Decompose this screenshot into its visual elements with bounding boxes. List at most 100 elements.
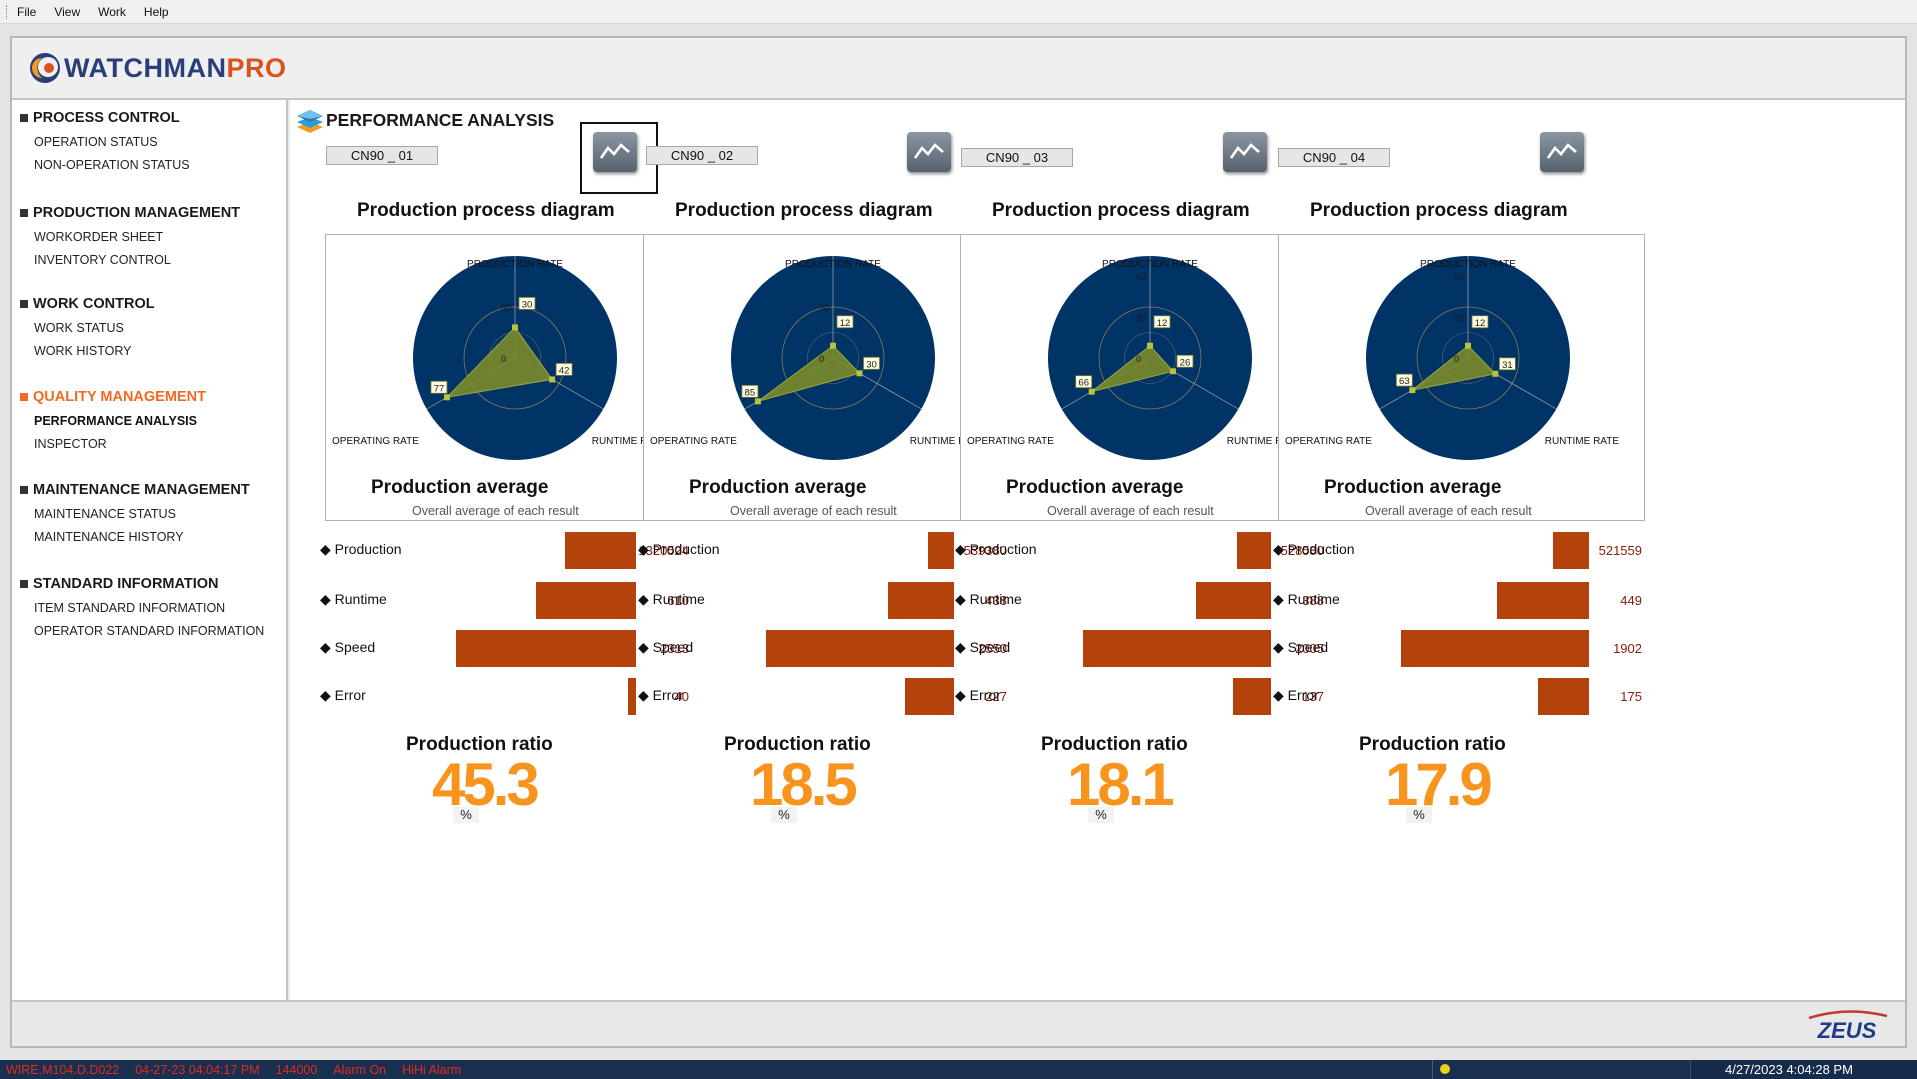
ratio-title: Production ratio — [724, 734, 871, 755]
metric-bar — [905, 678, 954, 715]
metric-bar — [766, 630, 954, 667]
diagram-title: Production process diagram — [1310, 200, 1568, 221]
nav-section-4[interactable]: MAINTENANCE MANAGEMENT — [20, 482, 250, 498]
metric-label: ◆ Error — [320, 687, 366, 703]
radar-data-label: 12 — [840, 318, 851, 329]
metric-bar — [1401, 630, 1589, 667]
radar-axis-label: PRODUCTION RATE — [1420, 259, 1516, 270]
metric-value: 528580 — [1280, 543, 1324, 558]
diagram-title: Production process diagram — [992, 200, 1250, 221]
logo-accent: PRO — [226, 52, 287, 83]
radar-ring-label: 50 — [819, 303, 829, 313]
radar-data-label-box — [1075, 375, 1093, 389]
main-frame: WATCHMANPRO PROCESS CONTROL OPERATION STA… — [10, 36, 1907, 1048]
machine-label[interactable]: CN90 _ 01 — [326, 146, 438, 165]
radar-data-label: 85 — [745, 387, 756, 398]
metric-name: Runtime — [334, 591, 387, 607]
metric-name: Error — [1287, 687, 1319, 703]
metric-value: 388 — [1302, 593, 1324, 608]
metric-value: 521559 — [1598, 543, 1642, 558]
metric-label: ◆ Runtime — [638, 591, 705, 607]
nav-item-5-1[interactable]: OPERATOR STANDARD INFORMATION — [34, 624, 265, 638]
status-clock: 4/27/2023 4:04:28 PM — [1690, 1060, 1917, 1079]
menu-view[interactable]: View — [54, 4, 81, 19]
radar-point — [856, 370, 863, 377]
metric-name: Error — [652, 687, 684, 703]
sidebar-nav: PROCESS CONTROL OPERATION STATUS NON-OPERA… — [12, 100, 288, 1000]
metric-name: Runtime — [652, 591, 705, 607]
radar-axis-label: PRODUCTION RATE — [467, 259, 563, 270]
radar-ring-label: 60 — [1454, 272, 1464, 282]
nav-section-5[interactable]: STANDARD INFORMATION — [20, 576, 219, 592]
average-title: Production average — [1006, 477, 1184, 498]
metric-bar — [628, 678, 636, 715]
trend-chart-button[interactable] — [1540, 132, 1584, 172]
nav-item-3-1[interactable]: INSPECTOR — [34, 437, 107, 451]
ratio-title: Production ratio — [1359, 734, 1506, 755]
nav-item-0-0[interactable]: OPERATION STATUS — [34, 135, 158, 149]
metric-bar — [1553, 532, 1589, 569]
machine-label[interactable]: CN90 _ 04 — [1278, 148, 1390, 167]
app-logo: WATCHMANPRO — [28, 51, 286, 85]
trend-chart-button[interactable] — [1223, 132, 1267, 172]
radar-axis-label: OPERATING RATE — [650, 436, 737, 447]
nav-item-2-0[interactable]: WORK STATUS — [34, 321, 124, 335]
trend-line-icon — [1546, 143, 1577, 159]
app-header: WATCHMANPRO — [12, 38, 1905, 100]
nav-section-0[interactable]: PROCESS CONTROL — [20, 110, 180, 126]
radar-axis-label: RUNTIME RATE — [1545, 436, 1620, 447]
metric-bar — [1538, 678, 1589, 715]
radar-ring-label: 0 — [1454, 354, 1459, 364]
radar-axis-label: OPERATING RATE — [967, 436, 1054, 447]
metric-label: ◆ Runtime — [1273, 591, 1340, 607]
nav-section-3[interactable]: QUALITY MANAGEMENT — [20, 389, 206, 405]
metric-bar — [1083, 630, 1271, 667]
average-title: Production average — [371, 477, 549, 498]
status-alarm-level: HiHi Alarm — [402, 1062, 462, 1077]
nav-section-1[interactable]: PRODUCTION MANAGEMENT — [20, 205, 240, 221]
radar-axis-label: OPERATING RATE — [1285, 436, 1372, 447]
main-content: PERFORMANCE ANALYSIS CN90 _ 01 Production… — [290, 100, 1905, 1000]
nav-bullet-icon — [20, 114, 28, 122]
radar-data-label: 26 — [1180, 357, 1191, 368]
metric-label: ◆ Error — [1273, 687, 1319, 703]
menu-help[interactable]: Help — [143, 4, 169, 19]
nav-item-1-1[interactable]: INVENTORY CONTROL — [34, 253, 171, 267]
metric-value: 137 — [1302, 689, 1324, 704]
metric-bar — [888, 582, 954, 619]
nav-bullet-icon — [20, 300, 28, 308]
metric-label: ◆ Speed — [638, 639, 694, 655]
nav-item-4-1[interactable]: MAINTENANCE HISTORY — [34, 530, 184, 544]
radar-data-label: 12 — [1475, 318, 1486, 329]
nav-item-4-0[interactable]: MAINTENANCE STATUS — [34, 507, 176, 521]
average-title: Production average — [689, 477, 867, 498]
trend-chart-button[interactable] — [593, 132, 637, 172]
nav-bullet-icon — [20, 486, 28, 494]
nav-item-0-1[interactable]: NON-OPERATION STATUS — [34, 158, 190, 172]
menu-file[interactable]: File — [17, 4, 37, 19]
average-subtitle: Overall average of each result — [1365, 504, 1532, 518]
machine-label[interactable]: CN90 _ 03 — [961, 148, 1073, 167]
status-bar: WIRE.M104.D.D022 04-27-23 04:04:17 PM 14… — [0, 1060, 1917, 1079]
machine-label[interactable]: CN90 _ 02 — [646, 146, 758, 165]
metric-name: Speed — [969, 639, 1011, 655]
nav-item-5-0[interactable]: ITEM STANDARD INFORMATION — [34, 601, 226, 615]
metric-value: 1320524 — [638, 543, 689, 558]
zeus-text: ZEUS — [1817, 1018, 1877, 1042]
nav-item-3-0[interactable]: PERFORMANCE ANALYSIS — [34, 414, 197, 428]
metric-value: 1902 — [1613, 641, 1642, 656]
nav-section-2[interactable]: WORK CONTROL — [20, 296, 155, 312]
logo-main: WATCHMAN — [64, 52, 227, 83]
nav-item-2-1[interactable]: WORK HISTORY — [34, 344, 132, 358]
radar-chart: 12 26 66 0 30 60 PRODUCTION RATE RUNTIME RATE OP… — [960, 234, 1327, 521]
menu-work[interactable]: Work — [98, 4, 126, 19]
metric-label: ◆ Production — [955, 541, 1037, 557]
radar-data-label: 12 — [1157, 318, 1168, 329]
metric-label: ◆ Error — [638, 687, 684, 703]
diagram-title: Production process diagram — [675, 200, 933, 221]
nav-item-1-0[interactable]: WORKORDER SHEET — [34, 230, 164, 244]
trend-chart-button[interactable] — [907, 132, 951, 172]
nav-section-label: WORK CONTROL — [33, 296, 155, 312]
radar-point — [1465, 342, 1471, 349]
